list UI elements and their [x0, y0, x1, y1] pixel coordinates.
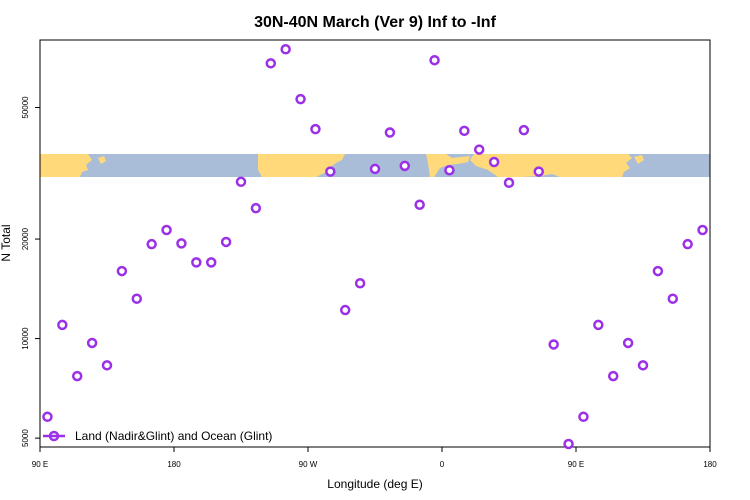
- data-point: [488, 156, 500, 168]
- data-point: [548, 339, 559, 350]
- data-point: [563, 438, 574, 450]
- data-point: [637, 360, 649, 371]
- y-tick-label: 50000: [21, 96, 30, 119]
- data-point: [280, 44, 291, 55]
- data-point: [295, 93, 306, 105]
- y-tick-label: 5000: [21, 429, 30, 447]
- data-point: [57, 319, 68, 331]
- data-point: [131, 293, 143, 304]
- y-axis: 5000 10000 20000 50000: [21, 96, 40, 447]
- data-point: [384, 127, 396, 138]
- y-tick-label: 20000: [21, 227, 30, 250]
- data-point: [176, 238, 187, 249]
- data-point: [161, 224, 172, 236]
- land-middle-east-asia: [470, 154, 632, 177]
- data-point: [593, 319, 604, 331]
- data-point: [444, 164, 455, 176]
- data-point: [205, 257, 217, 268]
- legend: Land (Nadir&Glint) and Ocean (Glint): [43, 429, 272, 443]
- data-point: [146, 238, 157, 250]
- data-point: [399, 160, 411, 172]
- data-point: [101, 360, 113, 371]
- land-japan-right: [634, 155, 644, 164]
- chart-title: 30N-40N March (Ver 9) Inf to -Inf: [254, 14, 496, 31]
- x-axis: 90 E 180 90 W 0 90 E 180: [32, 447, 717, 469]
- data-point: [459, 125, 470, 137]
- x-tick-label: 180: [703, 460, 717, 469]
- y-tick-label: 10000: [21, 327, 30, 350]
- x-tick-label: 90 W: [299, 460, 318, 469]
- map-land-masses: [40, 154, 644, 177]
- land-europe-africa: [426, 154, 470, 177]
- legend-label: Land (Nadir&Glint) and Ocean (Glint): [75, 429, 272, 443]
- data-point: [533, 166, 545, 177]
- legend-point-marker: [48, 430, 60, 442]
- data-point: [578, 411, 589, 423]
- data-point: [518, 124, 530, 136]
- data-point: [235, 176, 247, 188]
- x-axis-label: Longitude (deg E): [327, 477, 422, 491]
- land-north-america: [258, 154, 345, 177]
- data-points: [42, 44, 708, 450]
- data-point: [369, 163, 381, 175]
- data-point: [503, 177, 515, 189]
- data-point: [265, 58, 277, 69]
- data-point: [414, 199, 425, 210]
- data-point: [310, 123, 321, 135]
- x-tick-label: 90 E: [568, 460, 584, 469]
- land-asia-east: [40, 154, 92, 177]
- data-point: [220, 236, 232, 248]
- data-point: [191, 257, 202, 268]
- data-point: [607, 370, 619, 382]
- data-point: [339, 304, 351, 316]
- data-point: [250, 202, 262, 214]
- data-point: [325, 166, 336, 177]
- data-point: [652, 265, 664, 277]
- x-tick-label: 180: [167, 460, 181, 469]
- data-point: [667, 293, 679, 304]
- data-point: [86, 337, 98, 349]
- data-point: [697, 224, 708, 236]
- data-point: [71, 370, 83, 382]
- data-point: [622, 337, 634, 349]
- x-tick-label: 0: [440, 460, 445, 469]
- x-tick-label: 90 E: [32, 460, 48, 469]
- data-point: [429, 54, 440, 66]
- y-axis-label: N Total: [0, 224, 13, 261]
- land-japan: [98, 156, 106, 164]
- data-point: [42, 411, 53, 423]
- plot-frame: [39, 39, 711, 448]
- data-point: [682, 238, 693, 250]
- data-point: [473, 144, 485, 155]
- data-point: [116, 265, 128, 277]
- data-point: [354, 278, 366, 289]
